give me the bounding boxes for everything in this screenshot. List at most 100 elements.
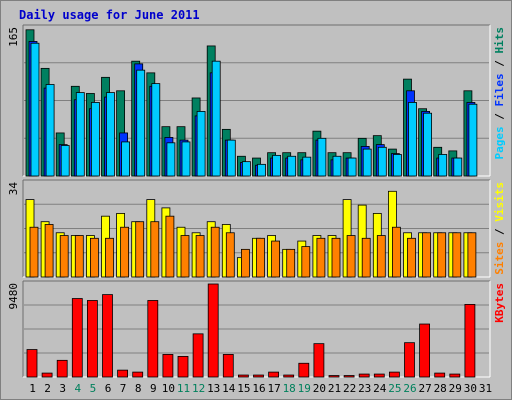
bar-sites-day-4 (74, 235, 84, 278)
bar-pages-day-14 (226, 139, 236, 177)
bar-kbytes-day-1 (26, 349, 38, 378)
bar-pages-day-10 (166, 142, 176, 177)
bar-pages-day-26 (408, 102, 417, 177)
day-label-26: 26 (403, 382, 416, 395)
bar-sites-day-7 (120, 226, 129, 278)
bar-pages-day-12 (196, 111, 206, 177)
day-label-25: 25 (388, 382, 401, 395)
bar-kbytes-day-19 (298, 362, 310, 378)
legend-entry: / (493, 54, 506, 74)
day-label-28: 28 (434, 382, 447, 395)
bar-sites-day-17 (271, 240, 281, 278)
bar-kbytes-day-21 (328, 375, 340, 378)
bar-sites-day-25 (391, 226, 401, 278)
day-label-2: 2 (44, 382, 51, 395)
day-label-22: 22 (343, 382, 356, 395)
day-label-3: 3 (59, 382, 66, 395)
bar-pages-day-20 (317, 137, 327, 177)
bar-pages-day-29 (453, 157, 463, 177)
bar-kbytes-day-3 (56, 359, 68, 378)
legend-entry: KBytes (493, 283, 506, 323)
bar-pages-day-30 (468, 103, 478, 177)
chart-title: Daily usage for June 2011 (19, 8, 200, 22)
bar-pages-day-9 (151, 83, 161, 177)
bar-sites-day-2 (44, 224, 54, 278)
bar-kbytes-day-12 (192, 333, 204, 378)
bar-pages-day-19 (302, 156, 312, 177)
legend-entry: Files (493, 73, 506, 106)
bar-kbytes-day-28 (434, 372, 446, 378)
bar-sites-day-13 (210, 226, 220, 278)
day-label-4: 4 (74, 382, 81, 395)
bar-pages-day-13 (211, 60, 221, 177)
bar-pages-day-6 (106, 92, 115, 177)
bar-sites-day-15 (240, 248, 250, 278)
bar-kbytes-day-24 (373, 373, 385, 378)
bar-kbytes-day-27 (419, 323, 431, 378)
bar-sites-day-24 (376, 235, 386, 278)
bar-sites-day-16 (256, 237, 265, 278)
day-label-15: 15 (237, 382, 250, 395)
bar-kbytes-day-23 (358, 373, 370, 378)
day-label-29: 29 (449, 382, 462, 395)
bar-sites-day-23 (361, 237, 371, 278)
bar-sites-day-8 (135, 221, 145, 278)
day-label-31: 31 (479, 382, 492, 395)
bar-kbytes-day-4 (71, 298, 83, 378)
bar-kbytes-day-20 (313, 343, 325, 378)
bar-pages-day-2 (45, 84, 55, 177)
day-label-17: 17 (267, 382, 280, 395)
day-label-24: 24 (373, 382, 387, 395)
bar-kbytes-day-10 (162, 354, 174, 378)
bar-kbytes-day-29 (449, 373, 461, 378)
day-label-30: 30 (464, 382, 477, 395)
day-label-18: 18 (283, 382, 296, 395)
bar-kbytes-day-11 (177, 355, 189, 378)
day-label-5: 5 (90, 382, 97, 395)
bar-sites-day-5 (90, 237, 99, 278)
day-label-13: 13 (207, 382, 220, 395)
bar-kbytes-day-22 (343, 375, 355, 378)
bar-sites-day-18 (286, 248, 296, 278)
bar-sites-day-27 (422, 232, 432, 278)
day-label-21: 21 (328, 382, 341, 395)
bar-pages-day-24 (377, 146, 387, 177)
bar-pages-day-25 (392, 154, 402, 177)
bar-pages-day-27 (423, 112, 433, 177)
bar-sites-day-21 (331, 237, 341, 278)
bar-kbytes-day-26 (404, 342, 415, 378)
bar-pages-day-15 (241, 161, 251, 177)
bar-sites-day-14 (225, 232, 235, 278)
bar-pages-day-3 (60, 145, 70, 177)
legend-entry: Hits (493, 27, 506, 54)
bar-pages-day-4 (75, 92, 85, 177)
legend-visits-sites: Sites / Visits (493, 182, 506, 275)
legend-entry: / (493, 222, 506, 242)
bar-kbytes-day-5 (87, 300, 98, 378)
bar-kbytes-day-14 (222, 354, 234, 378)
bar-sites-day-28 (437, 232, 447, 278)
bar-kbytes-day-9 (147, 300, 159, 378)
bar-sites-day-6 (105, 237, 114, 278)
bar-sites-day-12 (195, 235, 205, 278)
day-label-27: 27 (418, 382, 431, 395)
bar-pages-day-17 (272, 154, 282, 177)
bar-sites-day-10 (165, 215, 175, 278)
bar-sites-day-9 (150, 221, 160, 278)
bar-pages-day-11 (181, 141, 191, 177)
legend-entry: Pages (493, 126, 506, 159)
bar-pages-day-5 (91, 102, 100, 177)
ymax-label-kbytes: 9480 (7, 283, 20, 310)
bar-kbytes-day-30 (464, 304, 476, 378)
bar-kbytes-day-16 (253, 374, 264, 378)
legend-entry: Sites (493, 242, 506, 275)
legend-entry: Visits (493, 182, 506, 222)
day-label-9: 9 (150, 382, 157, 395)
bar-sites-day-1 (29, 226, 39, 278)
bar-kbytes-day-15 (237, 374, 249, 378)
bar-pages-day-1 (30, 42, 40, 177)
bar-sites-day-19 (301, 246, 311, 278)
day-label-20: 20 (313, 382, 326, 395)
